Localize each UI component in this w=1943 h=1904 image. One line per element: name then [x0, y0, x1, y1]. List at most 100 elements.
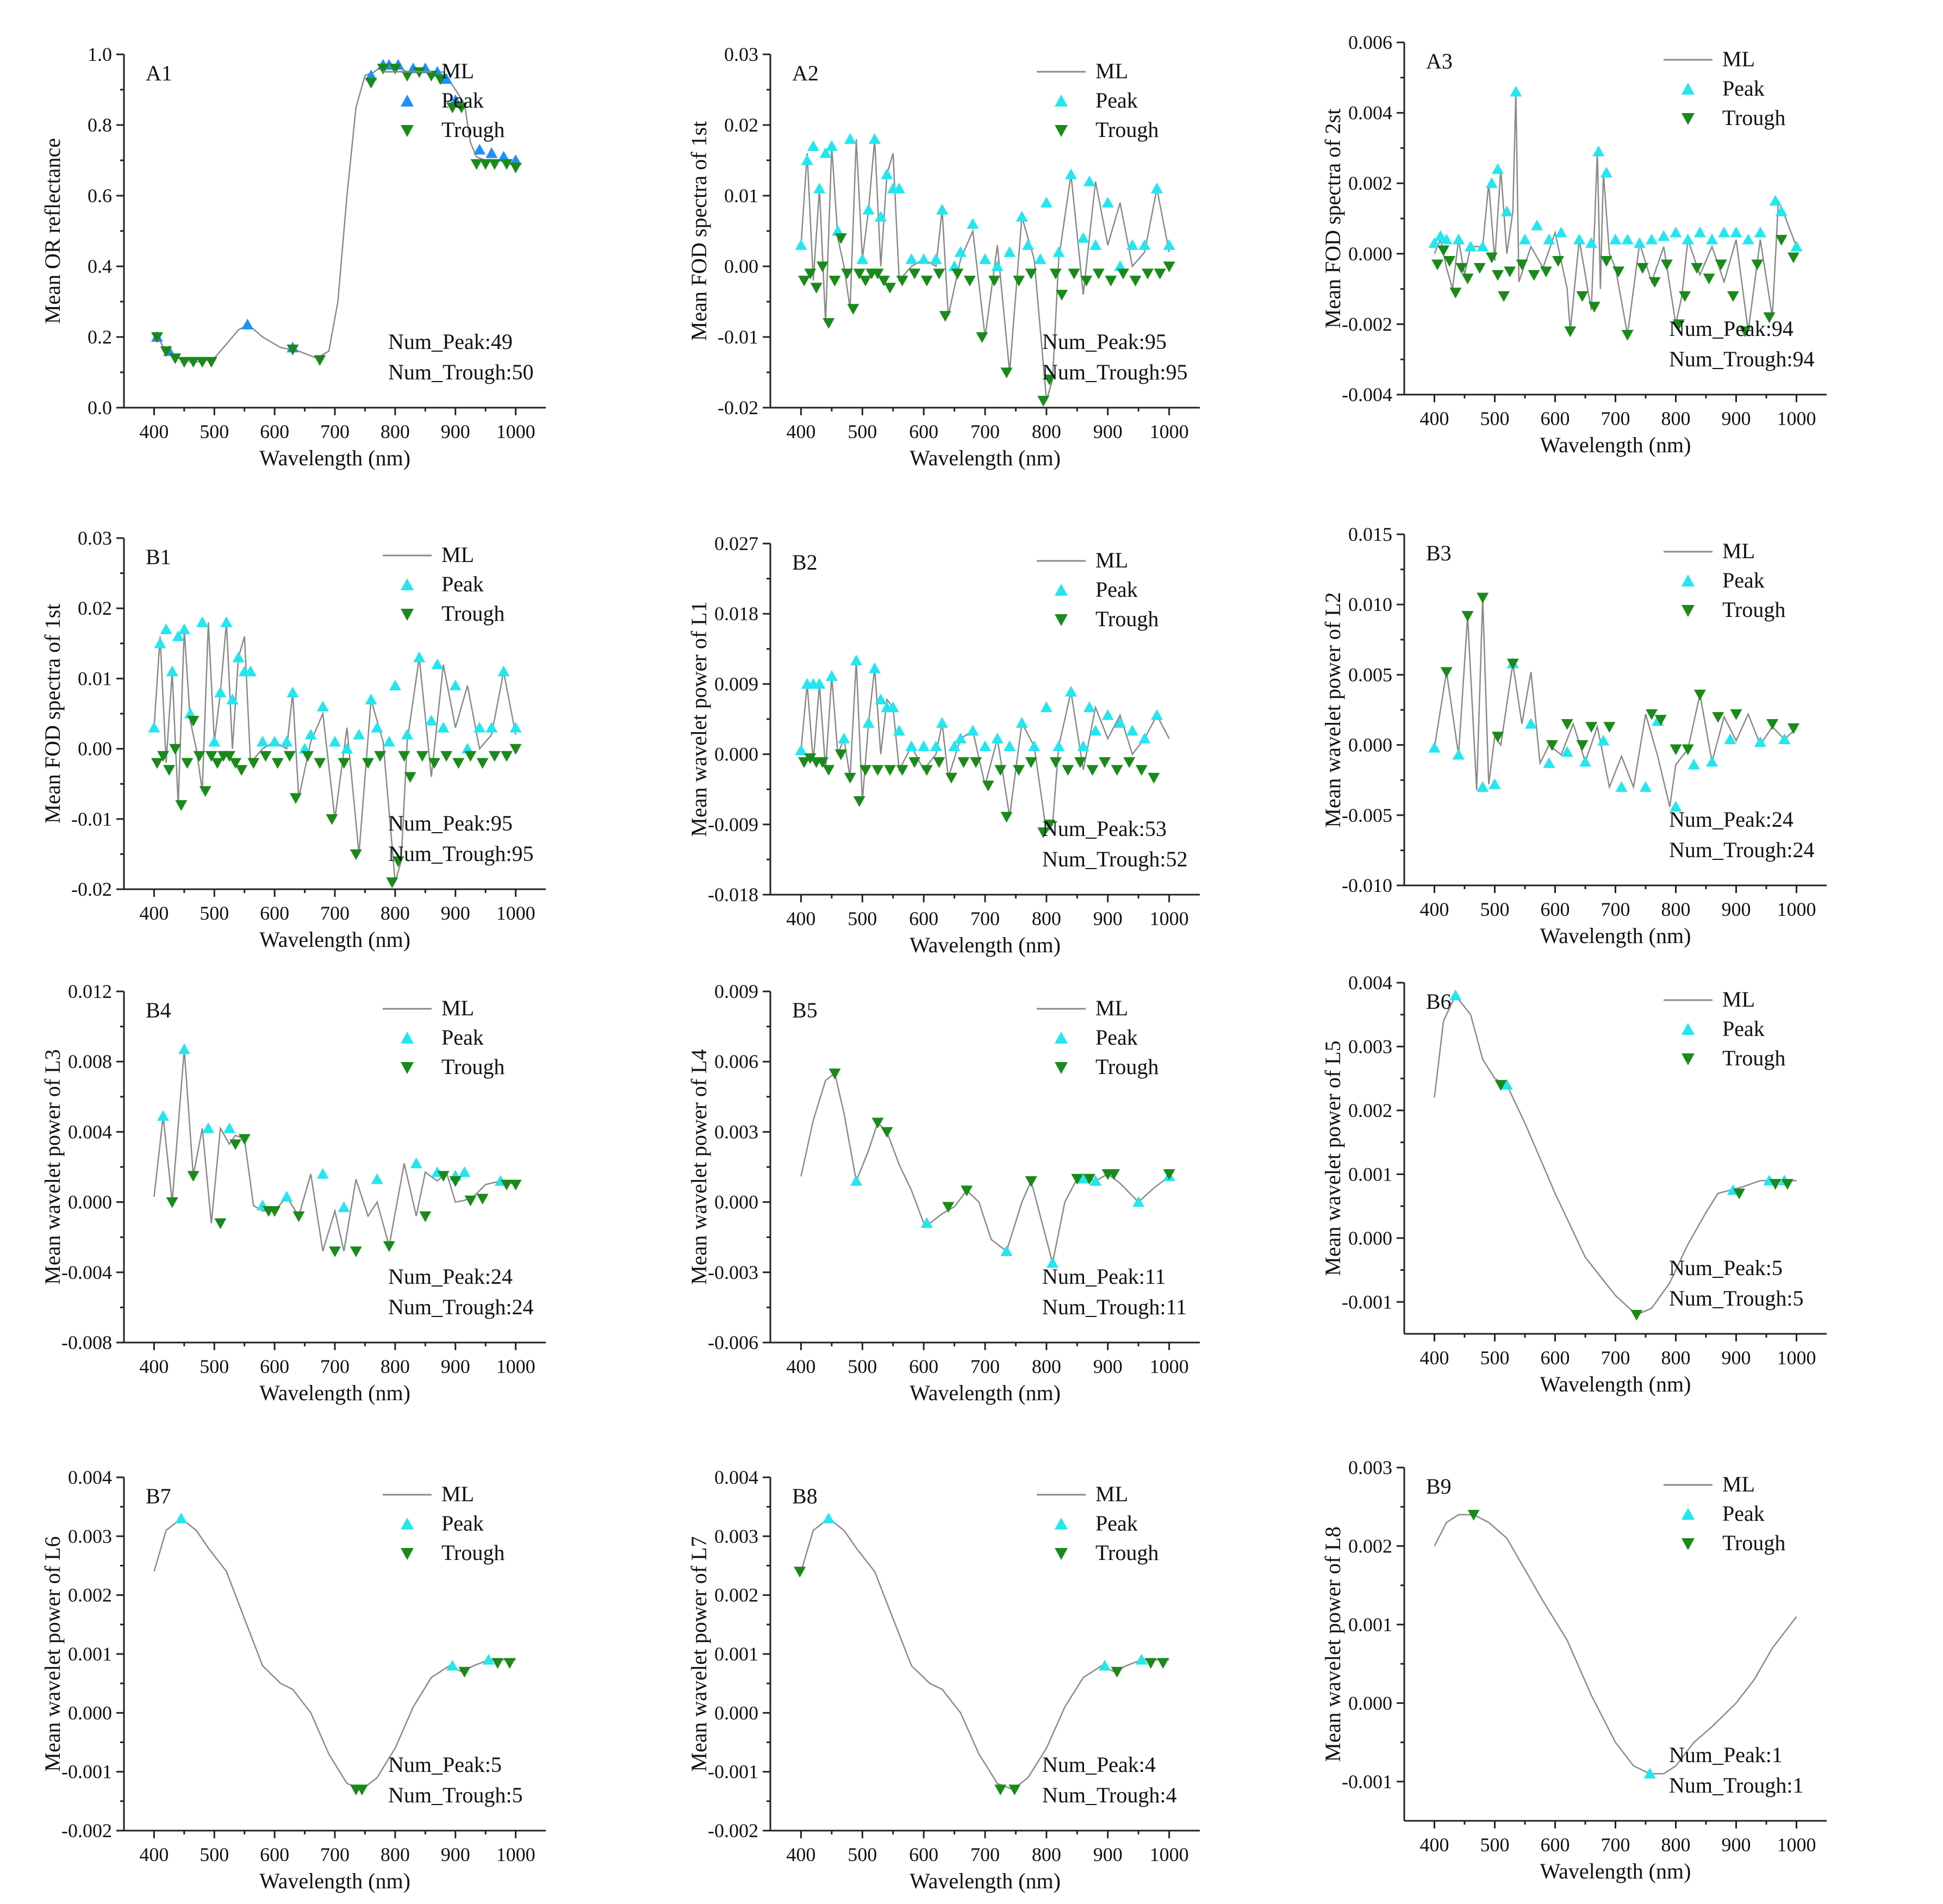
y-tick-label: 0.002 — [714, 1584, 758, 1606]
x-tick-label: 500 — [848, 1356, 877, 1377]
x-tick-label: 400 — [786, 1844, 815, 1865]
y-tick-label: -0.002 — [708, 1820, 758, 1841]
peak-marker — [440, 73, 453, 84]
x-tick-label: 600 — [260, 902, 289, 924]
trough-marker — [1473, 263, 1486, 274]
trough-marker — [1715, 259, 1727, 271]
trough-marker — [440, 751, 453, 762]
peak-marker — [936, 204, 948, 215]
legend-peak-swatch — [1682, 83, 1695, 95]
trough-marker — [488, 751, 501, 762]
num-peak-annotation: Num_Peak:24 — [1669, 807, 1793, 832]
trough-marker — [187, 357, 200, 368]
trough-marker — [401, 71, 414, 82]
legend-ml-label: ML — [441, 542, 474, 567]
trough-marker — [509, 744, 522, 755]
y-tick-label: 0.010 — [1348, 594, 1392, 615]
trough-marker — [1148, 772, 1160, 784]
peak-marker — [1016, 211, 1028, 222]
trough-marker — [1621, 330, 1634, 341]
y-axis-title: Mean wavelet power of L6 — [40, 1536, 65, 1771]
x-tick-label: 700 — [320, 421, 350, 442]
trough-marker — [1739, 326, 1752, 338]
trough-marker — [823, 318, 835, 329]
y-axis-title: Mean OR reflectance — [40, 138, 65, 324]
trough-marker — [1588, 302, 1601, 313]
y-tick-label: 0.012 — [68, 981, 112, 1002]
peak-marker — [862, 204, 875, 215]
y-tick-label: 0.009 — [714, 981, 758, 1002]
chart-panel-a1: 0.0 0.2 0.4 0.6 0.8 1.0 400 500 600 700 800 900 1000… — [40, 43, 546, 470]
trough-marker — [1129, 276, 1142, 286]
num-peak-annotation: Num_Peak:53 — [1042, 816, 1167, 841]
peak-marker — [175, 1512, 188, 1524]
trough-marker — [1727, 291, 1739, 302]
trough-marker — [404, 772, 416, 783]
legend-ml-label: ML — [1095, 1482, 1128, 1506]
trough-marker — [238, 1134, 251, 1145]
x-tick-label: 700 — [320, 1844, 350, 1865]
trough-marker — [1025, 757, 1037, 768]
trough-marker — [1670, 744, 1682, 756]
x-tick-label: 400 — [139, 1844, 169, 1865]
x-axis-title: Wavelength (nm) — [1540, 433, 1691, 457]
trough-marker — [338, 758, 350, 769]
trough-marker — [283, 751, 296, 762]
x-tick-label: 600 — [909, 1356, 938, 1377]
y-tick-label: 0.4 — [88, 255, 112, 277]
peak-marker — [1592, 145, 1605, 157]
peak-marker — [1573, 233, 1585, 245]
series-ml-line — [1434, 91, 1797, 335]
trough-marker — [214, 1218, 227, 1229]
trough-marker — [386, 877, 398, 889]
num-trough-annotation: Num_Trough:11 — [1042, 1295, 1187, 1319]
trough-marker — [1775, 235, 1788, 246]
x-axis-title: Wavelength (nm) — [259, 446, 410, 470]
peak-marker — [1449, 989, 1462, 1001]
num-peak-annotation: Num_Peak:95 — [388, 811, 513, 835]
x-tick-label: 800 — [381, 1844, 410, 1865]
peak-marker — [241, 319, 254, 330]
peak-marker — [316, 701, 329, 711]
trough-marker — [1673, 319, 1685, 330]
peak-marker — [1126, 239, 1138, 250]
x-tick-label: 500 — [1480, 1347, 1510, 1369]
trough-marker — [1108, 1169, 1120, 1180]
y-axis-title: Mean FOD spectra of 1st — [687, 121, 711, 341]
legend-peak-label: Peak — [441, 1511, 484, 1535]
trough-marker — [419, 1211, 432, 1222]
peak-marker — [1034, 253, 1047, 264]
x-tick-label: 500 — [848, 1844, 877, 1865]
peak-marker — [482, 1653, 495, 1665]
trough-marker — [205, 357, 217, 368]
x-tick-label: 500 — [1480, 898, 1510, 920]
peak-marker — [223, 1122, 235, 1133]
legend-trough-swatch — [401, 1548, 414, 1560]
peak-marker — [930, 253, 942, 264]
trough-marker — [794, 1566, 806, 1578]
peak-marker — [1609, 233, 1622, 245]
y-tick-label: -0.001 — [61, 1761, 112, 1783]
trough-marker — [509, 1179, 522, 1191]
panel-label: A3 — [1426, 49, 1453, 73]
x-tick-label: 800 — [1661, 1347, 1691, 1369]
trough-marker — [302, 751, 314, 762]
trough-marker — [1660, 259, 1673, 271]
x-tick-label: 600 — [260, 421, 289, 442]
y-axis-title: Mean wavelet power of L3 — [40, 1049, 65, 1284]
peak-marker — [365, 694, 377, 704]
trough-marker — [1492, 270, 1504, 281]
num-trough-annotation: Num_Trough:95 — [1042, 360, 1187, 384]
legend-trough-swatch — [1055, 614, 1068, 626]
y-tick-label: 0.00 — [78, 738, 112, 760]
trough-marker — [175, 800, 188, 811]
y-tick-label: 0.002 — [1348, 1100, 1392, 1121]
trough-marker — [859, 276, 871, 286]
peak-marker — [875, 211, 887, 222]
peak-marker — [214, 686, 227, 698]
peak-marker — [1693, 226, 1706, 238]
peak-marker — [160, 623, 172, 634]
peak-marker — [1004, 740, 1016, 752]
y-tick-label: 0.003 — [1348, 1035, 1392, 1057]
